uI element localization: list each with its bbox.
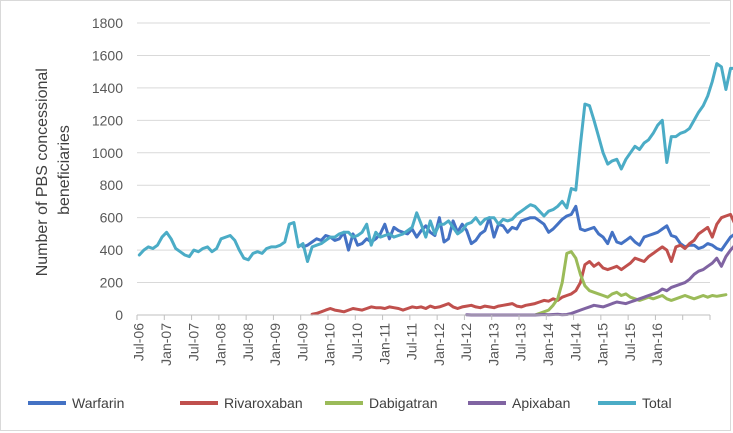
y-gridlines: [137, 22, 710, 284]
legend-label-apixaban: Apixaban: [512, 395, 570, 411]
y-tick-label: 0: [115, 307, 123, 323]
y-tick-label: 800: [100, 177, 124, 193]
y-axis-label-line-2: beneficiaries: [56, 125, 73, 215]
series-line-dabigatran: [515, 250, 728, 317]
y-tick-label: 1000: [92, 145, 123, 161]
x-tick-label: Jul-14: [567, 323, 583, 361]
y-tick-label: 1200: [92, 112, 123, 128]
x-tick-label: Jan-14: [540, 323, 556, 366]
legend: Warfarin Rivaroxaban Dabigatran Apixaban Tot…: [28, 395, 672, 411]
y-axis-label-line-1: Number of PBS concessional: [34, 68, 51, 276]
x-tick-label: Jan-11: [376, 323, 392, 365]
x-tick-label: Jul-08: [240, 323, 256, 361]
x-tick-label: Jan-15: [595, 323, 611, 366]
x-tick-labels: Jul-06 Jan-07 Jul-07 Jan-08 Jul-08 Jan-09 Jul-…: [131, 315, 711, 366]
x-tick-label: Jan-12: [431, 323, 447, 366]
x-tick-label: Jul-06: [131, 323, 147, 361]
series-line-total: [137, 62, 733, 263]
x-tick-label: Jan-09: [267, 323, 283, 366]
x-tick-label: Jul-09: [294, 323, 310, 361]
x-tick-label: Jul-12: [458, 323, 474, 361]
legend-label-total: Total: [642, 395, 672, 411]
y-tick-label: 600: [100, 210, 124, 226]
legend-label-dabigatran: Dabigatran: [369, 395, 438, 411]
y-tick-label: 1400: [92, 80, 123, 96]
x-tick-label: Jul-15: [622, 323, 638, 361]
legend-label-warfarin: Warfarin: [72, 395, 124, 411]
x-tick-label: Jan-08: [213, 323, 229, 366]
series-line-rivaroxaban: [310, 212, 733, 316]
y-axis-label: Number of PBS concessional beneficiaries: [34, 64, 73, 277]
x-tick-label: Jul-11: [404, 323, 420, 360]
y-tick-label: 1800: [92, 15, 123, 31]
x-tick-label: Jul-10: [349, 323, 365, 361]
x-tick-label: Jan-16: [649, 323, 665, 366]
x-tick-label: Jul-13: [513, 323, 529, 361]
y-tick-label: 1600: [92, 47, 123, 63]
x-tick-label: Jul-07: [185, 323, 201, 361]
x-tick-label: Jan-07: [158, 323, 174, 366]
y-tick-label: 400: [100, 242, 124, 258]
x-tick-label: Jan-10: [322, 323, 338, 366]
y-tick-label: 200: [100, 275, 124, 291]
legend-label-rivaroxaban: Rivaroxaban: [224, 395, 303, 411]
x-tick-label: Jan-13: [485, 323, 501, 366]
y-tick-labels: 0 200 400 600 800 1000 1200 1400 1600 1800: [92, 15, 123, 323]
